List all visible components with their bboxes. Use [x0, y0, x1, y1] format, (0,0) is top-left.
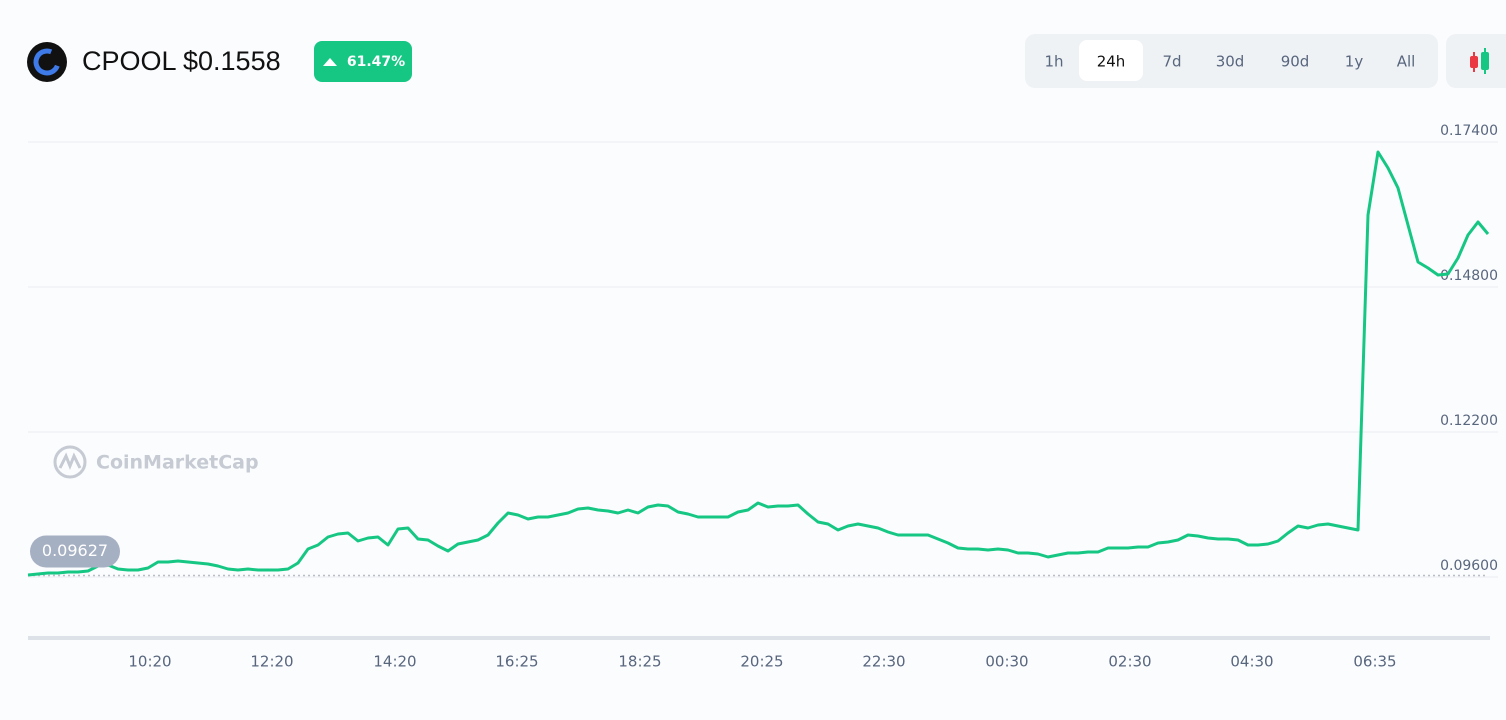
x-tick-label: 12:20	[250, 653, 293, 671]
timeframe-button[interactable]: All	[1397, 53, 1416, 71]
change-value: 61.47%	[347, 54, 405, 70]
x-tick-label: 18:25	[618, 653, 661, 671]
coin-logo-mark	[33, 48, 61, 76]
price-line	[27, 150, 1490, 577]
watermark: CoinMarketCap	[53, 445, 259, 479]
x-tick-label: 04:30	[1230, 653, 1273, 671]
y-tick-label: 0.14800	[1440, 268, 1498, 284]
x-tick-label: 20:25	[740, 653, 783, 671]
timeframe-button[interactable]: 1y	[1345, 53, 1364, 71]
y-tick-label: 0.09600	[1440, 558, 1498, 574]
reference-label-bg	[30, 535, 120, 568]
timeframe-button[interactable]: 30d	[1216, 53, 1245, 71]
watermark-text: CoinMarketCap	[96, 452, 259, 474]
up-arrow	[323, 58, 337, 66]
timeframe-button[interactable]: 1h	[1044, 53, 1063, 71]
coin-logo	[27, 42, 67, 82]
timeframe-active	[1079, 40, 1143, 81]
timeframe-button[interactable]: 90d	[1281, 53, 1310, 71]
price: $0.1558	[183, 46, 281, 76]
y-tick-label: 0.17400	[1440, 123, 1498, 139]
timeframe-button[interactable]: 7d	[1162, 53, 1181, 71]
reference-label: 0.09627	[42, 541, 108, 560]
x-tick-label: 14:20	[373, 653, 416, 671]
x-tick-label: 16:25	[495, 653, 538, 671]
x-tick-label: 02:30	[1108, 653, 1151, 671]
y-tick-label: 0.12200	[1440, 413, 1498, 429]
header: CPOOL $0.1558 61.47% 1h 24h 7d 30d 90d 1y All	[27, 34, 1506, 88]
x-tick-label: 06:35	[1353, 653, 1396, 671]
timeframe-buttons: 1h 24h 7d 30d 90d 1y All	[1044, 40, 1415, 81]
candle-icon-green-body	[1481, 52, 1489, 70]
x-tick-label: 00:30	[985, 653, 1028, 671]
symbol: CPOOL	[82, 46, 177, 76]
x-tick-label: 22:30	[862, 653, 905, 671]
candle-icon-red-body	[1470, 56, 1478, 68]
watermark-logo-mark	[58, 452, 82, 471]
change-badge	[314, 41, 412, 82]
watermark-logo	[53, 445, 87, 479]
x-tick-label: 10:20	[128, 653, 171, 671]
timeframe-button[interactable]: 24h	[1097, 53, 1126, 71]
plot: 0.09600 0.12200 0.14800 0.17400 10:20 12:20 14…	[27, 123, 1498, 671]
